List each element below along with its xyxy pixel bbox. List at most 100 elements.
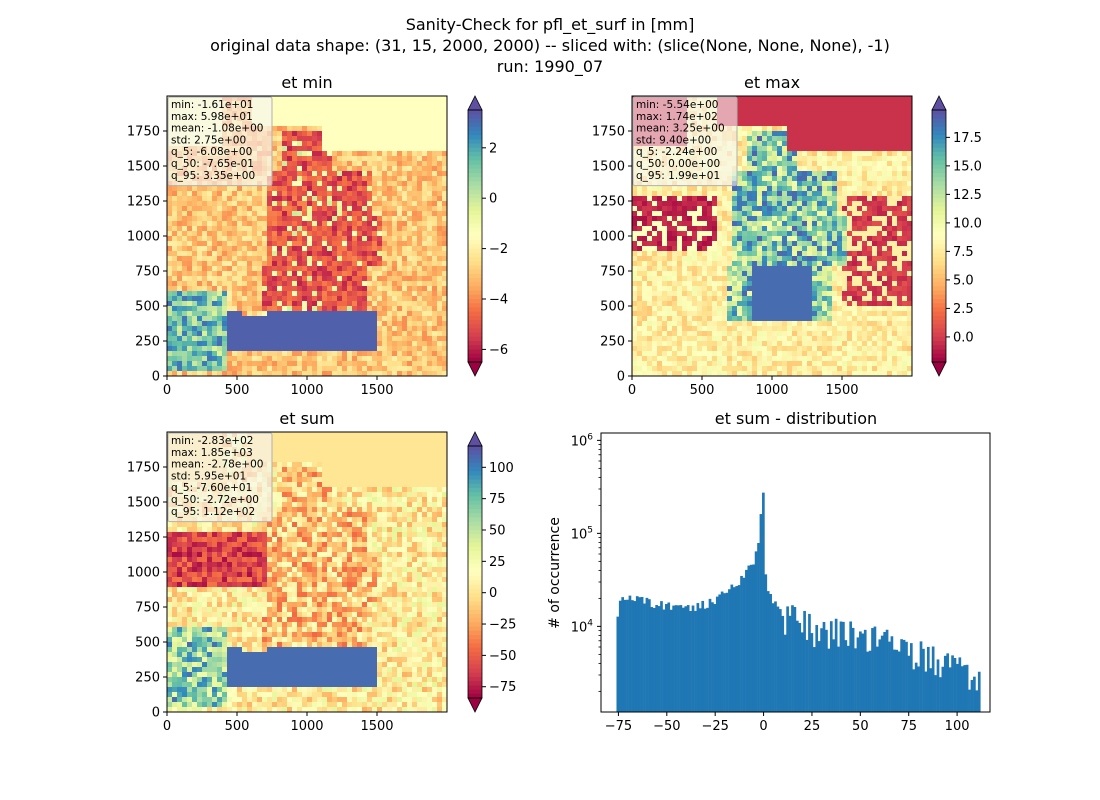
heatmap-cell	[727, 191, 733, 197]
heatmap-cell	[327, 371, 333, 377]
heatmap-cell	[232, 256, 238, 262]
heatmap-cell	[412, 251, 418, 257]
heatmap-cell	[747, 321, 753, 327]
heatmap-cell	[657, 341, 663, 347]
heatmap-cell	[342, 231, 348, 237]
heatmap-cell	[297, 326, 303, 332]
heatmap-cell	[767, 116, 773, 122]
heatmap-cell	[307, 206, 313, 212]
heatmap-cell	[417, 121, 423, 127]
heatmap-cell	[367, 126, 373, 132]
heatmap-cell	[407, 291, 413, 297]
heatmap-cell	[297, 331, 303, 337]
heatmap-cell	[697, 336, 703, 342]
heatmap-cell	[382, 141, 388, 147]
heatmap-cell	[167, 311, 173, 317]
colorbar-segment	[468, 185, 482, 191]
heatmap-cell	[727, 291, 733, 297]
heatmap-cell	[747, 156, 753, 162]
heatmap-cell	[317, 201, 323, 207]
heatmap-cell	[362, 276, 368, 282]
heatmap-cell	[682, 241, 688, 247]
heatmap-cell	[747, 316, 753, 322]
heatmap-cell	[407, 171, 413, 177]
heatmap-cell	[302, 206, 308, 212]
heatmap-cell	[212, 291, 218, 297]
heatmap-cell	[287, 151, 293, 157]
heatmap-cell	[722, 246, 728, 252]
heatmap-cell	[737, 151, 743, 157]
heatmap-cell	[342, 161, 348, 167]
heatmap-cell	[207, 286, 213, 292]
heatmap-cell	[762, 281, 768, 287]
heatmap-cell	[397, 361, 403, 367]
heatmap-cell	[637, 266, 643, 272]
heatmap-cell	[367, 371, 373, 377]
heatmap-cell	[357, 151, 363, 157]
heatmap-cell	[402, 301, 408, 307]
heatmap-cell	[632, 226, 638, 232]
heatmap-cell	[702, 311, 708, 317]
heatmap-cell	[752, 266, 758, 272]
heatmap-cell	[652, 201, 658, 207]
heatmap-cell	[417, 246, 423, 252]
heatmap-cell	[367, 146, 373, 152]
heatmap-cell	[267, 281, 273, 287]
heatmap-cell	[272, 126, 278, 132]
heatmap-cell	[312, 191, 318, 197]
heatmap-cell	[222, 311, 228, 317]
heatmap-cell	[197, 351, 203, 357]
heatmap-cell	[697, 341, 703, 347]
heatmap-cell	[307, 271, 313, 277]
heatmap-cell	[252, 241, 258, 247]
heatmap-cell	[172, 186, 178, 192]
heatmap-cell	[667, 366, 673, 372]
heatmap-cell	[362, 231, 368, 237]
heatmap-cell	[692, 241, 698, 247]
heatmap-cell	[362, 121, 368, 127]
heatmap-cell	[237, 306, 243, 312]
heatmap-cell	[442, 331, 448, 337]
heatmap-cell	[737, 306, 743, 312]
heatmap-cell	[297, 216, 303, 222]
heatmap-cell	[367, 116, 373, 122]
colorbar-segment	[468, 110, 482, 115]
heatmap-cell	[642, 191, 648, 197]
heatmap-cell	[297, 101, 303, 107]
heatmap-cell	[392, 321, 398, 327]
heatmap-cell	[707, 226, 713, 232]
heatmap-cell	[422, 256, 428, 262]
heatmap-cell	[667, 191, 673, 197]
heatmap-cell	[182, 276, 188, 282]
heatmap-cell	[332, 186, 338, 192]
heatmap-cell	[707, 271, 713, 277]
heatmap-cell	[407, 121, 413, 127]
heatmap-cell	[757, 231, 763, 237]
heatmap-cell	[432, 231, 438, 237]
heatmap-cell	[242, 186, 248, 192]
heatmap-cell	[687, 321, 693, 327]
heatmap-cell	[222, 336, 228, 342]
heatmap-cell	[262, 186, 268, 192]
heatmap-cell	[272, 131, 278, 137]
heatmap-cell	[632, 221, 638, 227]
heatmap-cell	[772, 366, 778, 372]
heatmap-cell	[192, 226, 198, 232]
heatmap-cell	[312, 121, 318, 127]
heatmap-cell	[202, 326, 208, 332]
heatmap-cell	[347, 356, 353, 362]
heatmap-cell	[267, 231, 273, 237]
heatmap-cell	[672, 281, 678, 287]
heatmap-cell	[762, 161, 768, 167]
heatmap-cell	[332, 236, 338, 242]
heatmap-cell	[412, 336, 418, 342]
heatmap-cell	[767, 146, 773, 152]
heatmap-cell	[257, 351, 263, 357]
heatmap-cell	[737, 201, 743, 207]
heatmap-cell	[302, 341, 308, 347]
heatmap-cell	[772, 356, 778, 362]
heatmap-cell	[257, 186, 263, 192]
heatmap-cell	[312, 271, 318, 277]
heatmap-cell	[767, 266, 773, 272]
heatmap-cell	[392, 311, 398, 317]
